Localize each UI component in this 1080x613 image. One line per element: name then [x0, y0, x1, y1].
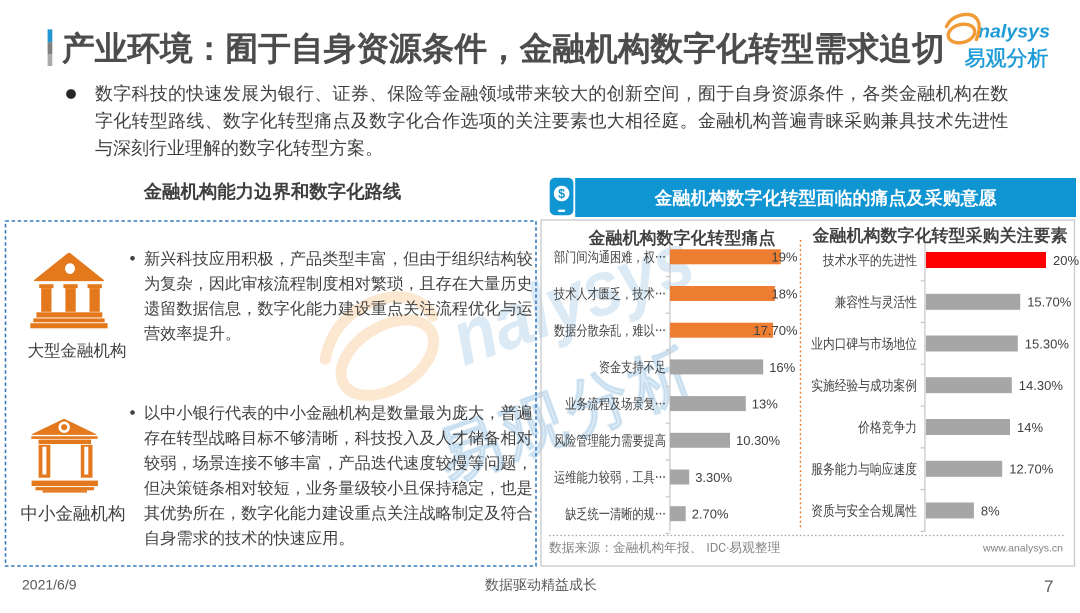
svg-text:20%: 20%: [1053, 253, 1079, 268]
svg-text:18%: 18%: [771, 286, 797, 301]
svg-text:$: $: [558, 187, 565, 201]
svg-text:19%: 19%: [771, 250, 797, 265]
svg-text:14.30%: 14.30%: [1019, 378, 1064, 393]
svg-text:16%: 16%: [769, 360, 795, 375]
svg-text:14%: 14%: [1017, 420, 1043, 435]
svg-text:12.70%: 12.70%: [1009, 462, 1054, 477]
svg-text:10.30%: 10.30%: [736, 433, 781, 448]
svg-text:www.analysys.cn: www.analysys.cn: [982, 543, 1063, 555]
svg-text:13%: 13%: [752, 397, 778, 412]
svg-text:3.30%: 3.30%: [695, 470, 732, 485]
svg-text:15.30%: 15.30%: [1025, 336, 1070, 351]
svg-text:2021/6/9: 2021/6/9: [22, 577, 77, 593]
svg-text:8%: 8%: [981, 503, 1000, 518]
svg-text:nalysys: nalysys: [978, 21, 1050, 42]
svg-text:7: 7: [1044, 577, 1053, 596]
svg-text:17.70%: 17.70%: [753, 323, 798, 338]
svg-text:15.70%: 15.70%: [1027, 295, 1072, 310]
svg-text:2.70%: 2.70%: [692, 507, 729, 522]
